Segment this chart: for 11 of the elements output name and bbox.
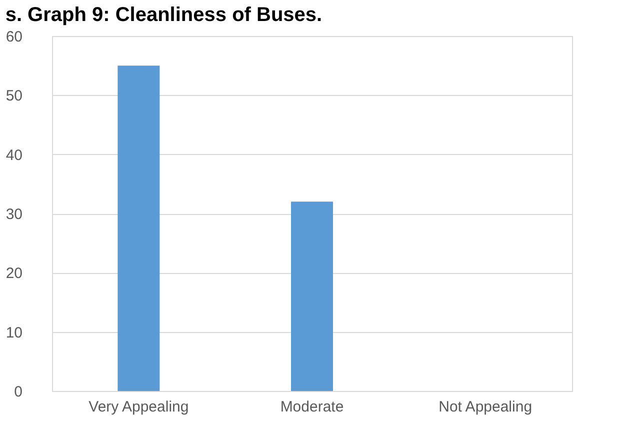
x-tick-label: Moderate: [280, 398, 344, 416]
y-tick-label: 50: [6, 88, 22, 105]
y-tick-label: 20: [6, 265, 22, 282]
x-tick-label: Not Appealing: [438, 398, 532, 416]
y-tick-label: 60: [6, 28, 22, 46]
chart-title: s. Graph 9: Cleanliness of Buses.: [5, 4, 322, 26]
y-tick-label: 40: [6, 146, 22, 164]
y-tick-label: 30: [6, 206, 22, 223]
y-tick-label: 10: [6, 324, 22, 342]
x-tick-label: Very Appealing: [88, 398, 189, 416]
y-tick-label: 0: [14, 384, 22, 400]
